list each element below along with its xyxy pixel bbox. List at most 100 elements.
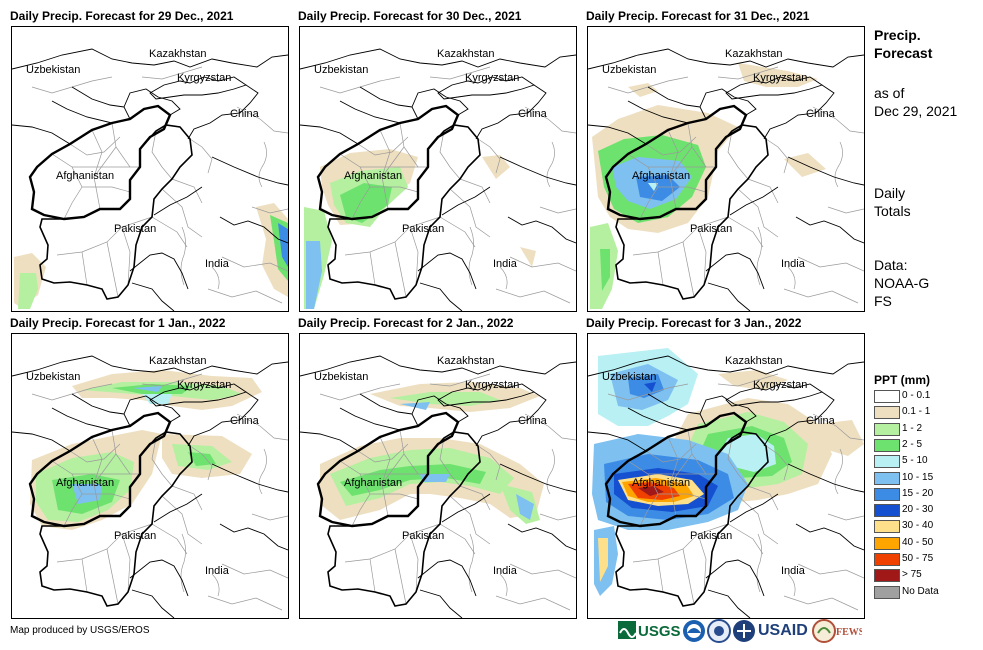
side-title: Precip. Forecast — [874, 27, 933, 61]
legend-label: 30 - 40 — [902, 520, 934, 532]
legend-item: 1 - 2 — [874, 422, 983, 436]
legend-label: 1 - 2 — [902, 422, 923, 434]
precip-area — [718, 370, 788, 390]
legend-swatch — [874, 585, 900, 599]
country-label-kyrgyzstan: Kyrgyzstan — [177, 379, 231, 391]
country-label-afghanistan: Afghanistan — [56, 170, 114, 182]
legend-swatch — [874, 390, 900, 403]
legend-item: 0.1 - 1 — [874, 406, 983, 420]
asof-date: Dec 29, 2021 — [874, 103, 958, 119]
precip-area — [648, 183, 658, 191]
country-label-india: India — [493, 258, 518, 270]
precip-area — [132, 386, 162, 392]
country-borders — [12, 355, 288, 618]
precip-area — [18, 273, 38, 309]
usaid-logo: USAID — [733, 620, 808, 642]
precip-area — [340, 464, 486, 496]
country-label-pakistan: Pakistan — [690, 223, 732, 235]
legend-label: 40 - 50 — [902, 536, 934, 548]
country-borders — [300, 355, 576, 618]
panel-title: Daily Precip. Forecast for 1 Jan., 2022 — [10, 316, 226, 330]
country-label-china: China — [518, 108, 548, 120]
country-label-afghanistan: Afghanistan — [632, 170, 690, 182]
admin-boundaries — [607, 373, 864, 611]
legend-swatch — [874, 520, 900, 534]
panel-title: Daily Precip. Forecast for 29 Dec., 2021 — [10, 9, 234, 23]
legend-item: No Data — [874, 585, 983, 599]
legend-swatch — [874, 487, 900, 501]
panel-title: Daily Precip. Forecast for 30 Dec., 2021 — [298, 9, 522, 23]
legend-label: 0.1 - 1 — [902, 406, 931, 418]
svg-text:FEWS NET: FEWS NET — [836, 627, 862, 638]
fews-net-logo: FEWS NET — [812, 619, 888, 643]
admin-boundaries — [607, 66, 864, 304]
country-label-kyrgyzstan: Kyrgyzstan — [753, 72, 807, 84]
precip-area — [340, 183, 392, 223]
panel-title: Daily Precip. Forecast for 3 Jan., 2022 — [586, 316, 802, 330]
legend-label: No Data — [902, 585, 939, 597]
precip-area — [600, 249, 610, 291]
legend-item: 15 - 20 — [874, 487, 983, 501]
country-label-pakistan: Pakistan — [402, 530, 444, 542]
legend-item: 10 - 15 — [874, 471, 983, 485]
legend-item: 30 - 40 — [874, 520, 983, 534]
country-label-india: India — [781, 258, 806, 270]
legend-title: PPT (mm) — [874, 373, 931, 387]
country-label-pakistan: Pakistan — [114, 530, 156, 542]
precip-layer — [320, 382, 544, 524]
country-label-pakistan: Pakistan — [114, 223, 156, 235]
forecast-panel-4: Daily Precip. Forecast for 1 Jan., 2022 … — [10, 316, 289, 619]
legend-item: 0 - 0.1 — [874, 390, 983, 403]
country-label-uzbekistan: Uzbekistan — [602, 64, 656, 76]
precip-area — [482, 155, 510, 179]
map-svg: Kazakhstan Uzbekistan Kyrgyzstan China Afgha… — [588, 48, 864, 311]
pakistan-border — [39, 124, 193, 300]
legend-item: > 75 — [874, 569, 983, 583]
dos-seal-logo — [707, 619, 731, 643]
legend-label: 5 - 10 — [902, 455, 928, 467]
precip-layer — [14, 203, 288, 309]
legend-label: 15 - 20 — [902, 487, 934, 499]
forecast-map: Kazakhstan Uzbekistan Kyrgyzstan China Afgha… — [11, 26, 289, 312]
legend-item: 5 - 10 — [874, 455, 983, 469]
country-label-kyrgyzstan: Kyrgyzstan — [465, 379, 519, 391]
rivers — [756, 141, 843, 290]
rivers — [756, 448, 843, 597]
partner-logos: USGS USAID FEWS NET — [618, 617, 888, 645]
country-label-kyrgyzstan: Kyrgyzstan — [177, 72, 231, 84]
country-label-kazakhstan: Kazakhstan — [149, 355, 206, 367]
forecast-map: Kazakhstan Uzbekistan Kyrgyzstan China Afgha… — [299, 333, 577, 619]
legend-swatch — [874, 438, 900, 452]
country-label-india: India — [493, 565, 518, 577]
map-svg: Kazakhstan Uzbekistan Kyrgyzstan China Afgha… — [300, 48, 576, 311]
rivers — [180, 141, 267, 290]
precip-area — [390, 392, 500, 406]
country-label-china: China — [806, 108, 836, 120]
afghanistan-border — [28, 411, 172, 528]
admin-boundaries — [31, 66, 288, 304]
legend-label: > 75 — [902, 569, 922, 581]
legend-swatch — [874, 406, 900, 420]
country-label-afghanistan: Afghanistan — [344, 477, 402, 489]
precip-area — [598, 538, 608, 582]
country-label-uzbekistan: Uzbekistan — [314, 371, 368, 383]
legend-item: 40 - 50 — [874, 536, 983, 550]
panel-title: Daily Precip. Forecast for 31 Dec., 2021 — [586, 9, 810, 23]
afghanistan-border — [316, 104, 460, 221]
country-label-afghanistan: Afghanistan — [344, 170, 402, 182]
precip-area — [720, 434, 776, 472]
forecast-panel-2: Daily Precip. Forecast for 30 Dec., 2021… — [298, 9, 577, 312]
rivers — [468, 141, 555, 290]
precip-layer — [304, 149, 536, 309]
precip-area — [306, 241, 322, 309]
country-label-kyrgyzstan: Kyrgyzstan — [465, 72, 519, 84]
legend-item: 50 - 75 — [874, 553, 983, 566]
precip-layer — [590, 63, 826, 309]
precip-area — [278, 223, 288, 267]
forecast-map: Kazakhstan Uzbekistan Kyrgyzstan China Afgha… — [299, 26, 577, 312]
country-label-india: India — [205, 258, 230, 270]
forecast-map: Kazakhstan Uzbekistan Kyrgyzstan China Afgha… — [587, 26, 865, 312]
legend-label: 0 - 0.1 — [902, 390, 931, 401]
country-label-uzbekistan: Uzbekistan — [314, 64, 368, 76]
country-label-china: China — [806, 415, 836, 427]
